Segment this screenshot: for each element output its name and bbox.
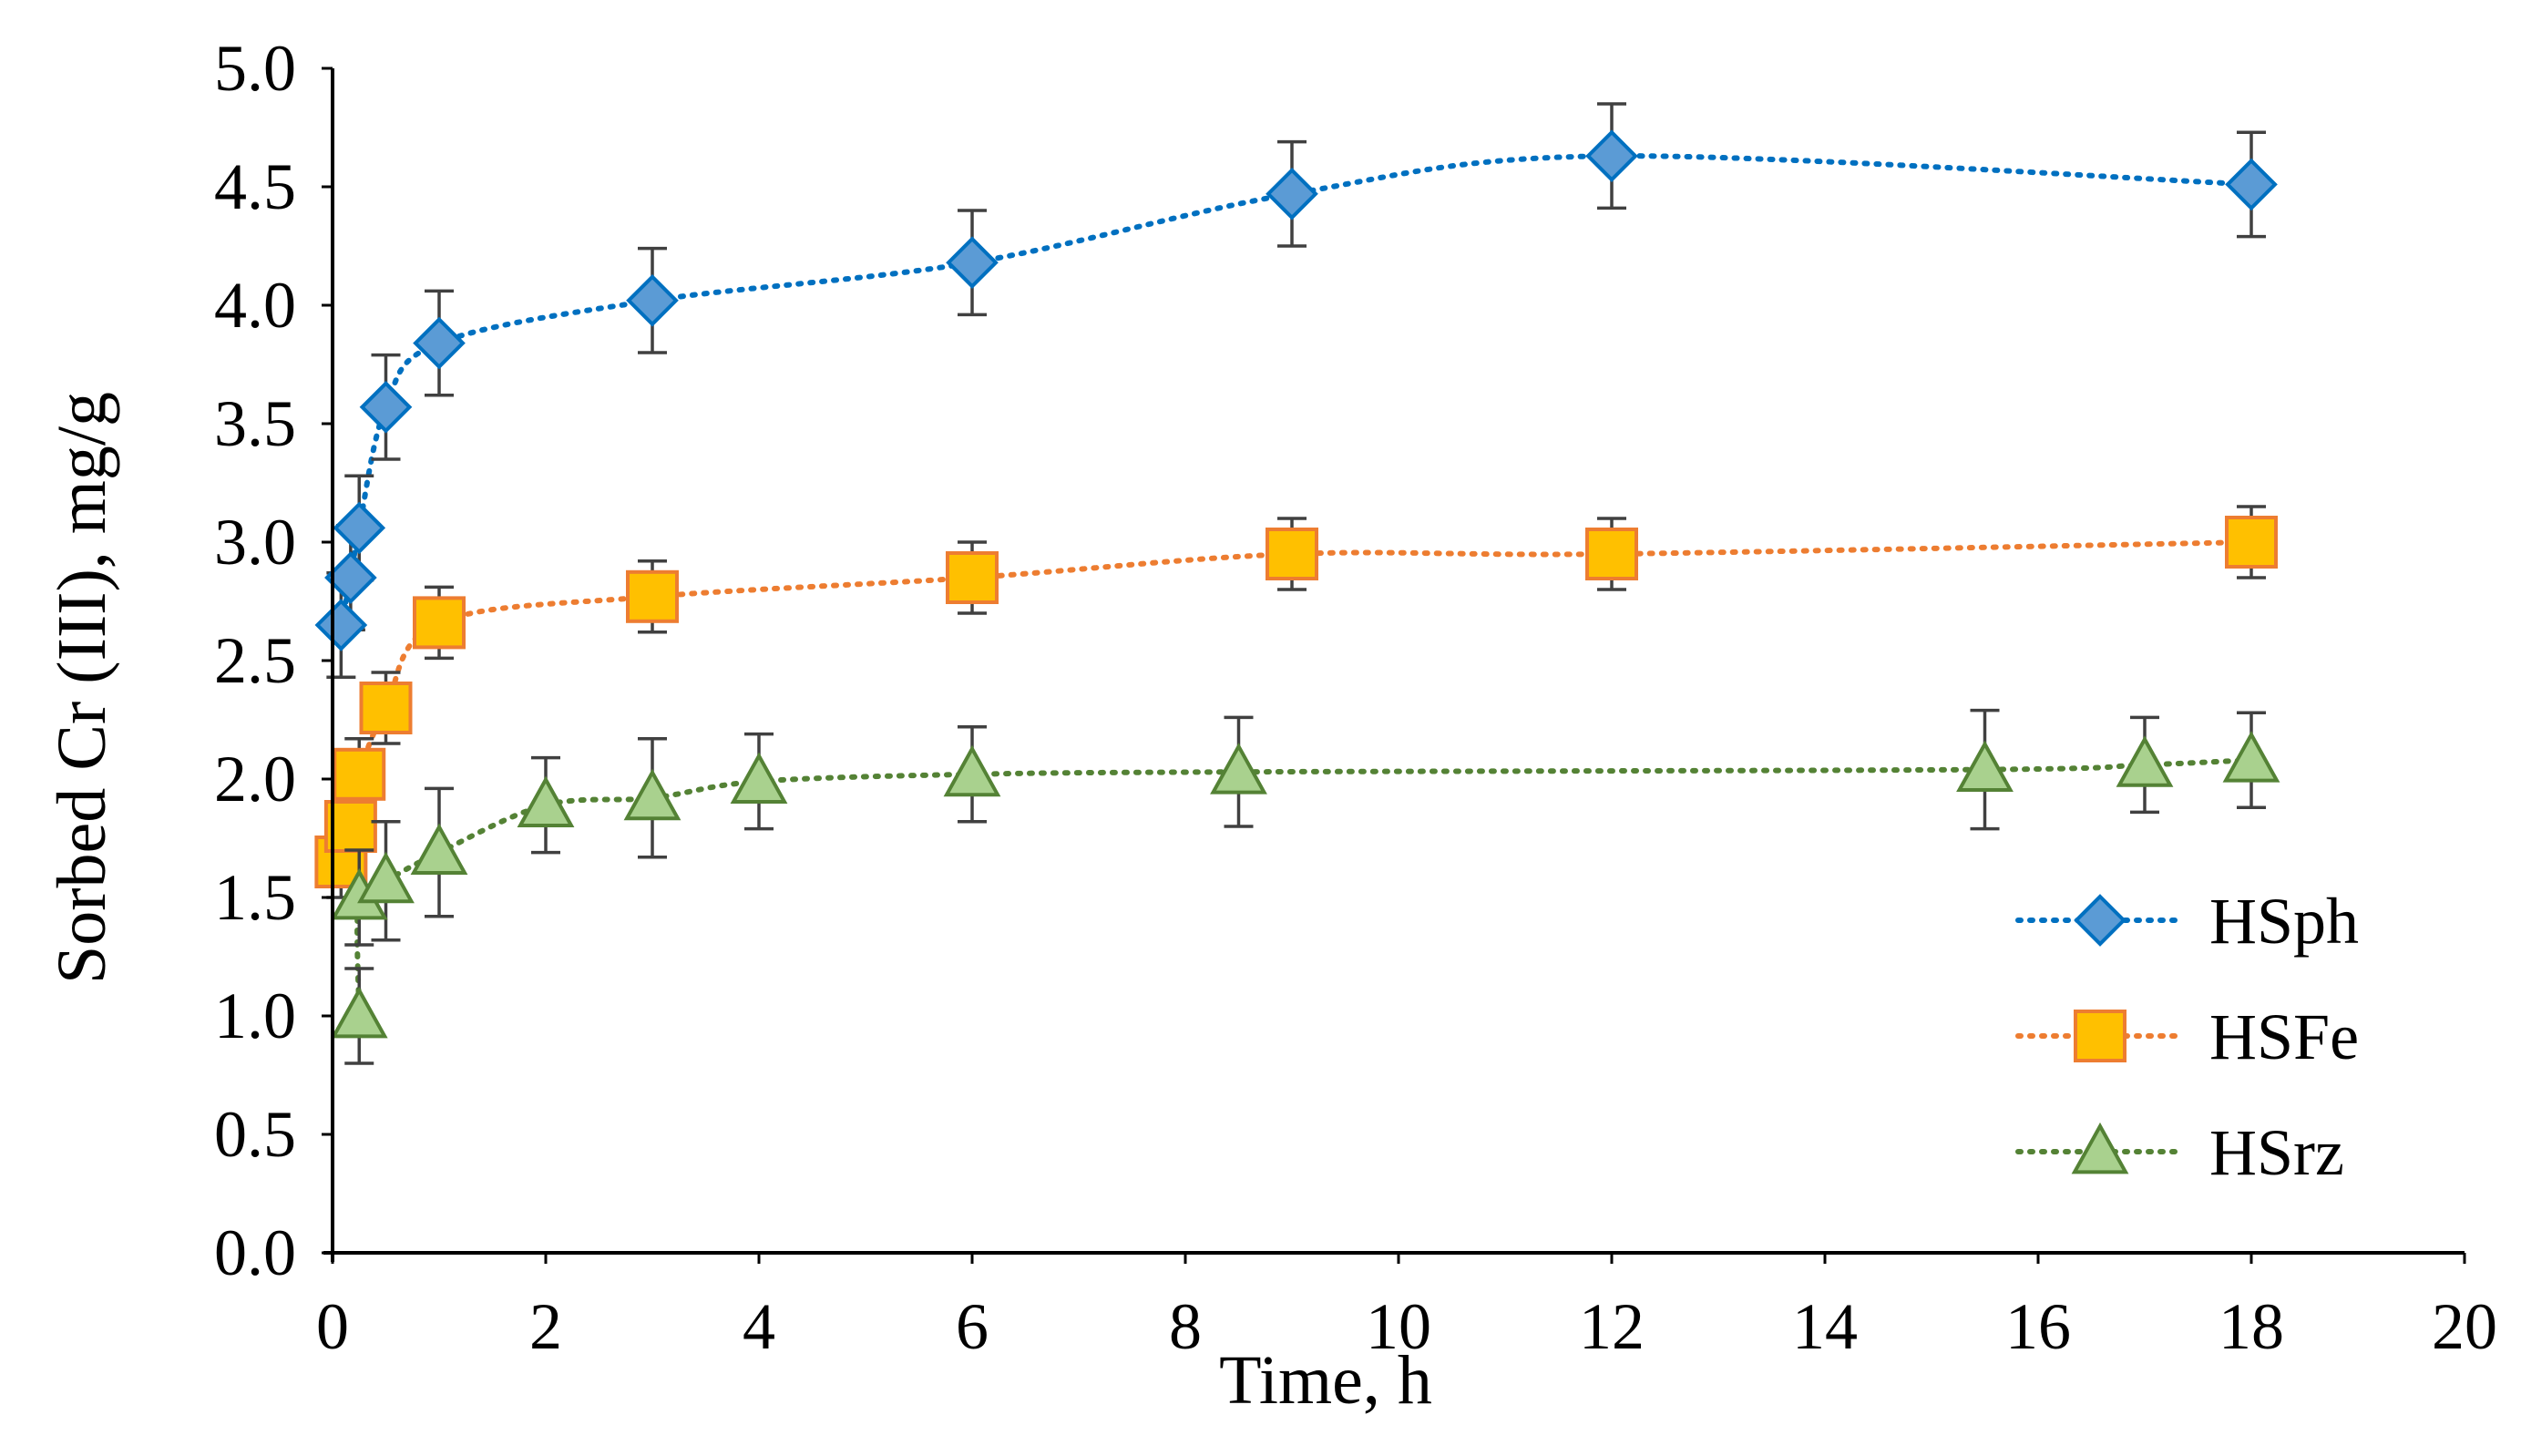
data-point-HSph xyxy=(1585,129,1638,183)
data-point-HSrz xyxy=(1210,743,1267,795)
data-point-HSrz xyxy=(2222,731,2280,783)
data-point-HSFe xyxy=(946,551,999,604)
legend-label-HSFe: HSFe xyxy=(2209,1000,2359,1073)
y-tick-label: 1.0 xyxy=(214,979,296,1052)
y-tick-label: 1.5 xyxy=(214,861,296,934)
x-tick-label: 14 xyxy=(1792,1290,1858,1363)
y-tick-label: 4.5 xyxy=(214,150,296,223)
legend-item-HSph: HSph xyxy=(2015,885,2359,958)
y-axis-title: Sorbed Cr (III), mg/g xyxy=(44,392,120,984)
data-point-HSrz xyxy=(623,768,681,821)
x-tick-label: 6 xyxy=(956,1290,989,1363)
data-point-HSph xyxy=(324,551,377,604)
data-point-HSrz xyxy=(2116,735,2174,787)
x-tick-label: 2 xyxy=(529,1290,562,1363)
x-tick-label: 10 xyxy=(1366,1290,1431,1363)
data-point-HSph xyxy=(314,599,368,651)
legend-label-HSph: HSph xyxy=(2209,885,2359,958)
data-point-HSph xyxy=(1266,167,1318,220)
x-axis-title: Time, h xyxy=(1219,1342,1432,1419)
data-point-HSph xyxy=(413,316,466,370)
data-point-HSFe xyxy=(2225,516,2278,569)
y-tick-label: 4.0 xyxy=(214,269,296,342)
legend: HSph HSFe HSrz xyxy=(2015,885,2359,1189)
data-point-HSFe xyxy=(1585,528,1638,580)
x-tick-label: 20 xyxy=(2432,1290,2497,1363)
series-line-HSrz xyxy=(354,757,2254,1019)
legend-marker-HSFe xyxy=(2074,1010,2126,1062)
y-tick-label: 3.5 xyxy=(214,387,296,460)
series-HSrz xyxy=(330,708,2280,1065)
data-point-HSrz xyxy=(330,986,388,1039)
x-tick-label: 12 xyxy=(1579,1290,1645,1363)
x-tick-label: 8 xyxy=(1169,1290,1202,1363)
y-tick-label: 2.0 xyxy=(214,743,296,815)
data-point-HSrz xyxy=(357,851,415,904)
data-point-HSFe xyxy=(626,569,679,623)
series-line-HSFe xyxy=(338,539,2254,865)
legend-marker-HSrz xyxy=(2071,1122,2129,1174)
data-point-HSph xyxy=(359,380,413,434)
y-tick-label: 0.5 xyxy=(214,1098,296,1171)
x-tick-label: 16 xyxy=(2005,1290,2071,1363)
data-point-HSrz xyxy=(410,823,468,875)
data-point-HSph xyxy=(626,273,679,327)
legend-label-HSrz: HSrz xyxy=(2209,1116,2344,1189)
series-line-HSph xyxy=(338,153,2254,628)
data-point-HSrz xyxy=(730,752,788,804)
series-HSph xyxy=(314,102,2278,679)
data-point-HSFe xyxy=(413,596,466,650)
series-layer xyxy=(314,102,2280,1065)
data-point-HSFe xyxy=(333,747,386,801)
data-point-HSFe xyxy=(1266,528,1318,580)
data-point-HSph xyxy=(946,236,999,290)
data-point-HSFe xyxy=(359,682,413,734)
x-tick-label: 4 xyxy=(743,1290,775,1363)
data-point-HSph xyxy=(333,501,386,555)
y-tick-label: 5.0 xyxy=(214,32,296,105)
data-point-HSrz xyxy=(943,744,1001,797)
legend-item-HSrz: HSrz xyxy=(2015,1116,2344,1189)
axes: 0.0 0.5 1.0 1.5 2.0 2.5 3.0 3.5 4.0 4.5 5.0 0 2 4 6 8 10… xyxy=(44,32,2497,1419)
series-HSFe xyxy=(314,505,2278,899)
y-tick-label: 3.0 xyxy=(214,506,296,579)
legend-item-HSFe: HSFe xyxy=(2015,1000,2359,1073)
x-tick-label: 0 xyxy=(316,1290,349,1363)
y-tick-label: 2.5 xyxy=(214,624,296,697)
y-tick-label: 0.0 xyxy=(214,1216,296,1289)
data-point-HSph xyxy=(2225,158,2278,211)
x-tick-label: 18 xyxy=(2219,1290,2284,1363)
data-point-HSrz xyxy=(517,775,575,827)
data-point-HSrz xyxy=(1956,740,2014,792)
legend-marker-HSph xyxy=(2074,894,2126,947)
